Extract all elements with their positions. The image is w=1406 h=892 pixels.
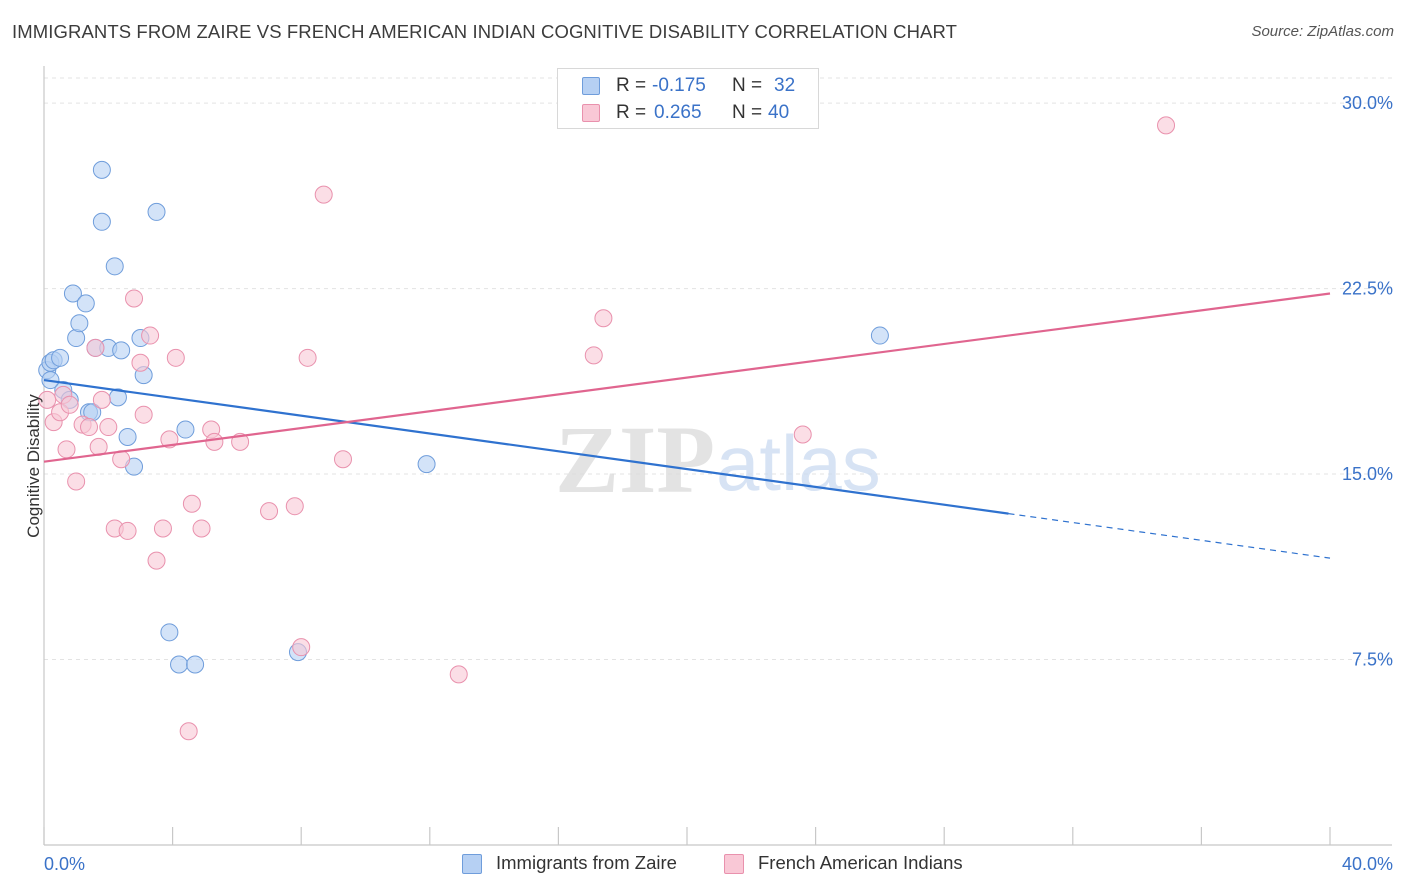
legend-r-value: 0.265 [654,102,702,123]
zaire-point [51,348,70,367]
french-american-indian-point [60,395,79,414]
y-tick-label: 7.5% [1352,650,1393,670]
zaire-point [112,341,131,360]
series-name-blue: Immigrants from Zaire [496,852,677,873]
legend-swatch-blue [582,77,600,95]
french-american-indian-point [1157,116,1176,135]
zaire-point [147,202,166,221]
french-american-indian-point [192,519,211,538]
watermark-zip: ZIP [555,406,715,513]
points-layer [38,116,1176,741]
chart-title: IMMIGRANTS FROM ZAIRE VS FRENCH AMERICAN… [12,21,958,42]
legend-r-value: -0.175 [652,75,706,96]
french-american-indian-point [285,497,304,516]
trend-layer [43,292,1331,559]
french-american-indian-point [182,494,201,513]
zaire-trend-extension [1008,513,1331,559]
french-american-indian-point [153,519,172,538]
watermark: ZIP atlas [555,406,881,513]
french-american-indian-point [449,665,468,684]
series-name-pink: French American Indians [758,852,963,873]
zaire-trend-line [43,378,1009,515]
french-american-indian-point [298,348,317,367]
french-american-indian-point [166,348,185,367]
tick-label-layer: 7.5% 15.0% 22.5% 30.0% 0.0% 40.0% [44,93,1393,874]
french-american-indian-point [205,432,224,451]
french-american-indian-point [584,346,603,365]
legend-r-label: R = [616,102,647,123]
zaire-point [170,655,189,674]
y-tick-label: 22.5% [1342,279,1393,299]
zaire-point [118,427,137,446]
french-american-indian-point [125,289,144,308]
y-axis-label: Cognitive Disability [24,394,43,538]
legend-n-label: N = [732,75,763,96]
zaire-point [67,329,86,348]
french-american-indian-point [67,472,86,491]
x-tick-label: 40.0% [1342,854,1393,874]
legend-n-value: 40 [768,102,790,123]
y-tick-label: 30.0% [1342,93,1393,113]
zaire-point [76,294,95,313]
zaire-point [186,655,205,674]
french-american-indian-point [86,338,105,357]
zaire-point [160,623,179,642]
french-american-indian-point [38,390,57,409]
series-swatch-pink [724,854,744,874]
french-american-indian-point [92,390,111,409]
legend-swatch-pink [582,104,600,122]
zaire-point [70,314,89,333]
french-american-indian-point [333,450,352,469]
french-american-indian-point [594,309,613,328]
zaire-point [105,257,124,276]
french-american-indian-point [793,425,812,444]
source-label: Source: ZipAtlas.com [1251,23,1394,40]
zaire-point [63,284,82,303]
french-american-indian-point [141,326,160,345]
french-american-indian-point [131,353,150,372]
french-american-indian-point [118,521,137,540]
french-american-indian-point [179,722,198,741]
x-tick-label: 0.0% [44,854,85,874]
correlation-legend: R = -0.175 N = 32 R = 0.265 N = 40 [557,68,819,129]
french-american-indian-point [147,551,166,570]
zaire-point [92,160,111,179]
series-swatch-blue [462,854,482,874]
zaire-point [176,420,195,439]
legend-n-value: 32 [774,75,796,96]
axis-layer [43,66,1392,846]
zaire-point [870,326,889,345]
legend-r-label: R = [616,75,647,96]
french-american-indian-trend-line [43,292,1331,463]
legend-n-label: N = [732,102,763,123]
zaire-point [417,455,436,474]
french-american-indian-point [260,502,279,521]
grid-layer [44,77,1392,661]
zaire-point [92,212,111,231]
french-american-indian-point [134,405,153,424]
french-american-indian-point [80,418,99,437]
french-american-indian-point [292,638,311,657]
french-american-indian-point [99,418,118,437]
french-american-indian-point [314,185,333,204]
y-tick-label: 15.0% [1342,464,1393,484]
french-american-indian-point [57,440,76,459]
